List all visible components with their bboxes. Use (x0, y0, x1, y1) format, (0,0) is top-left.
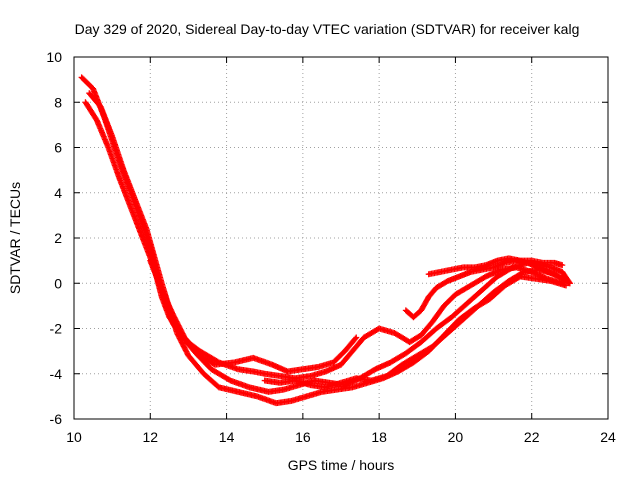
data-points (78, 74, 573, 407)
data-point (180, 343, 187, 350)
data-point (566, 280, 573, 287)
x-tick-label: 18 (371, 429, 387, 445)
data-point (178, 339, 185, 346)
data-point (179, 340, 186, 347)
x-tick-label: 16 (295, 429, 311, 445)
data-point (175, 332, 182, 339)
series-track-1 (78, 74, 566, 382)
series-track-6 (425, 255, 566, 278)
y-tick-label: -6 (50, 411, 63, 427)
x-tick-label: 10 (66, 429, 82, 445)
data-point (175, 322, 182, 329)
data-point (176, 334, 183, 341)
data-point (180, 342, 187, 349)
chart-title: Day 329 of 2020, Sidereal Day-to-day VTE… (75, 21, 580, 37)
data-point (184, 349, 191, 356)
x-axis-label: GPS time / hours (288, 457, 395, 473)
y-tick-label: 4 (54, 185, 62, 201)
series-track-3 (86, 90, 570, 407)
data-point (178, 338, 185, 345)
data-point (172, 317, 179, 324)
data-point (172, 315, 179, 322)
data-point (563, 277, 570, 284)
data-point (181, 344, 188, 351)
series-track-5 (402, 257, 573, 321)
data-point (352, 335, 359, 342)
series-track-4 (147, 257, 360, 375)
y-tick-label: -2 (50, 321, 63, 337)
x-tick-label: 24 (600, 429, 616, 445)
x-tick-label: 14 (219, 429, 235, 445)
data-point (176, 323, 183, 330)
x-tick-label: 12 (142, 429, 158, 445)
data-point (170, 313, 177, 320)
data-point (177, 326, 184, 333)
data-point (174, 321, 181, 328)
data-point (561, 277, 568, 284)
data-point (183, 348, 190, 355)
series-track-2 (82, 99, 573, 395)
data-point (176, 335, 183, 342)
series-track-7 (261, 266, 570, 391)
data-point (173, 330, 180, 337)
data-point (182, 347, 189, 354)
data-point (171, 314, 178, 321)
data-point (178, 327, 185, 334)
y-axis-label: SDTVAR / TECUs (7, 182, 23, 294)
data-point (179, 330, 186, 337)
data-point (170, 311, 177, 318)
data-point (559, 262, 566, 269)
data-point (180, 331, 187, 338)
data-point (177, 336, 184, 343)
data-point (173, 318, 180, 325)
x-tick-label: 22 (524, 429, 540, 445)
data-point (508, 265, 515, 272)
y-tick-label: 8 (54, 94, 62, 110)
y-tick-label: 6 (54, 140, 62, 156)
y-tick-label: -4 (50, 366, 63, 382)
y-tick-label: 10 (46, 49, 62, 65)
data-point (178, 329, 185, 336)
data-point (176, 325, 183, 332)
y-tick-label: 2 (54, 230, 62, 246)
x-tick-label: 20 (448, 429, 464, 445)
y-tick-label: 0 (54, 275, 62, 291)
data-point (519, 269, 526, 276)
data-point (353, 334, 360, 341)
data-point (174, 331, 181, 338)
data-point (174, 319, 181, 326)
data-point (182, 345, 189, 352)
data-point (566, 279, 573, 286)
